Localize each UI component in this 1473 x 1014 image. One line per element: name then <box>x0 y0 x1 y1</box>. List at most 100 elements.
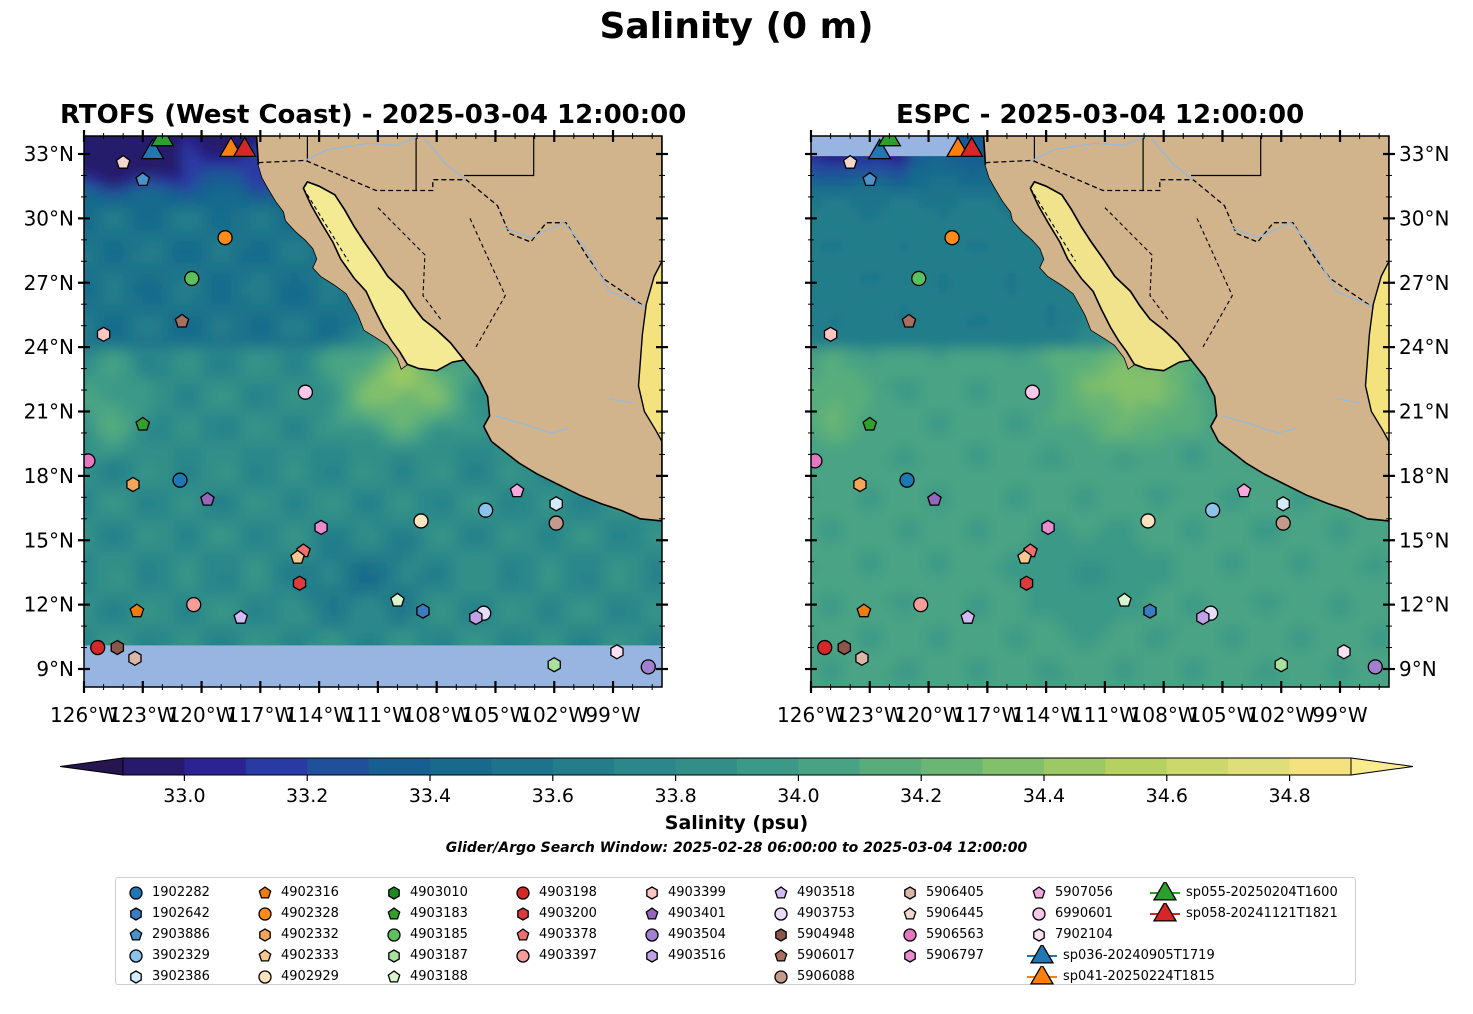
legend-item: 5907056 <box>1027 882 1215 903</box>
legend-label: 5906445 <box>926 906 984 921</box>
legend-marker-icon <box>387 907 401 920</box>
legend-item: 4903401 <box>640 903 726 924</box>
hexagon-icon <box>646 886 658 900</box>
legend-column: 1902282 1902642 2903886 3902329 3902386 <box>124 882 210 987</box>
float-marker-4903504 <box>1367 659 1383 675</box>
legend-label: 3902386 <box>152 969 210 984</box>
colorbar-segment <box>982 758 1045 775</box>
legend-label: 4902333 <box>281 948 339 963</box>
lat-tick-label: 21°N <box>1399 400 1449 424</box>
legend-marker-icon <box>258 970 272 984</box>
legend-marker-icon <box>517 907 529 921</box>
hexagon-icon <box>130 907 142 921</box>
legend-marker-icon <box>774 907 788 921</box>
hexagon-icon <box>259 928 271 942</box>
legend-label: sp058-20241121T1821 <box>1186 906 1338 921</box>
legend-item: 5906797 <box>898 945 984 966</box>
colorbar-segment <box>245 758 308 775</box>
float-marker-4902929 <box>413 513 429 529</box>
lon-tick-label: 120°W <box>168 703 236 727</box>
lat-tick-label: 30°N <box>24 206 74 230</box>
hexagon-icon <box>904 886 916 900</box>
lon-tick-label: 126°W <box>50 703 118 727</box>
circle-icon <box>387 928 401 942</box>
colorbar: 33.0 33.2 33.4 33.6 33.8 34.0 34.2 34.4 34.6 34.8 <box>59 757 1414 807</box>
legend-label: 4903397 <box>539 948 597 963</box>
legend-marker-icon <box>258 907 272 921</box>
lon-tick-label: 105°W <box>1188 703 1256 727</box>
float-marker-4903401 <box>927 491 942 506</box>
float-marker-3902329 <box>478 502 494 518</box>
float-marker-4903198 <box>817 639 833 656</box>
float-marker-7902104 <box>1337 644 1351 660</box>
legend-label: 1902282 <box>152 885 210 900</box>
legend-column: 5907056 6990601 7902104 sp036-20240905T1719… <box>1027 882 1215 987</box>
float-marker-4903518 <box>233 609 249 624</box>
float-marker-4903188 <box>1117 592 1132 607</box>
legend-column: sp055-20250204T1600 sp058-20241121T1821 <box>1150 882 1338 924</box>
river <box>1222 415 1296 434</box>
triangle-icon <box>1029 966 1055 985</box>
legend-item: 4902333 <box>253 945 339 966</box>
lat-tick-label: 27°N <box>1399 271 1449 295</box>
legend-column: 4903518 4903753 5904948 5906017 5906088 <box>769 882 855 987</box>
float-marker-4902328 <box>944 230 960 246</box>
lat-tick-label: 9°N <box>1399 657 1437 681</box>
legend-marker-icon <box>904 949 916 963</box>
lon-tick-label: 108°W <box>1130 703 1198 727</box>
colorbar-segment <box>552 758 615 775</box>
legend-marker-icon <box>129 928 143 941</box>
panel-title-rtofs: RTOFS (West Coast) - 2025-03-04 12:00:00 <box>60 100 687 130</box>
legend-column: 4903198 4903200 4903378 4903397 <box>511 882 597 966</box>
legend-column: 4903010 4903183 4903185 4903187 4903188 <box>382 882 468 987</box>
legend-label: 5904948 <box>797 927 855 942</box>
circle-icon <box>129 886 143 900</box>
colorbar-tick-label: 34.6 <box>1146 785 1188 807</box>
legend-label: 4903010 <box>410 885 468 900</box>
float-marker-5906797 <box>1041 519 1055 536</box>
float-marker-5906088 <box>1275 515 1291 531</box>
float-marker-5907056 <box>1236 483 1252 498</box>
float-marker-4903187 <box>1274 656 1288 673</box>
legend-label: 4903516 <box>668 948 726 963</box>
float-marker-5906405 <box>128 650 142 667</box>
lon-tick-label: 114°W <box>285 703 353 727</box>
hexagon-icon <box>904 949 916 963</box>
map-panel-rtofs <box>84 136 662 687</box>
float-marker-4903504 <box>640 659 656 675</box>
glider-marker-sp036-20240905T1719 <box>867 138 892 160</box>
lat-tick-label: 9°N <box>36 657 74 681</box>
legend-label: 4903200 <box>539 906 597 921</box>
circle-icon <box>516 886 530 900</box>
legend-label: 3902329 <box>152 948 210 963</box>
hexagon-icon <box>388 949 400 963</box>
legend-marker-icon <box>1150 882 1180 901</box>
legend-label: 4903185 <box>410 927 468 942</box>
float-marker-7902104 <box>610 644 624 660</box>
float-marker-3902386 <box>549 496 563 512</box>
hexagon-icon <box>388 886 400 900</box>
lat-tick-label: 30°N <box>1399 206 1449 230</box>
legend-marker-icon <box>258 886 272 899</box>
legend-item: 4902929 <box>253 966 339 987</box>
lon-tick-label: 105°W <box>461 703 529 727</box>
colorbar-label: Salinity (psu) <box>664 812 809 834</box>
legend-item: 4903397 <box>511 945 597 966</box>
float-marker-4903401 <box>200 491 215 506</box>
legend-item: 2903886 <box>124 924 210 945</box>
float-marker-4902316 <box>129 603 145 618</box>
float-marker-3902329 <box>1205 502 1221 518</box>
lon-tick-label: 123°W <box>109 703 177 727</box>
lat-tick-label: 12°N <box>24 593 74 617</box>
legend-label: 5906088 <box>797 969 855 984</box>
legend-label: sp055-20250204T1600 <box>1186 885 1338 900</box>
legend-label: 4903183 <box>410 906 468 921</box>
legend-marker-icon <box>903 928 917 942</box>
legend-marker-icon <box>775 928 787 942</box>
lon-tick-label: 117°W <box>953 703 1021 727</box>
glider-marker-sp058-20241121T1821 <box>232 136 257 158</box>
float-marker-4903200 <box>1019 575 1034 591</box>
hexagon-icon <box>1033 928 1045 942</box>
lon-tick-label: 108°W <box>403 703 471 727</box>
